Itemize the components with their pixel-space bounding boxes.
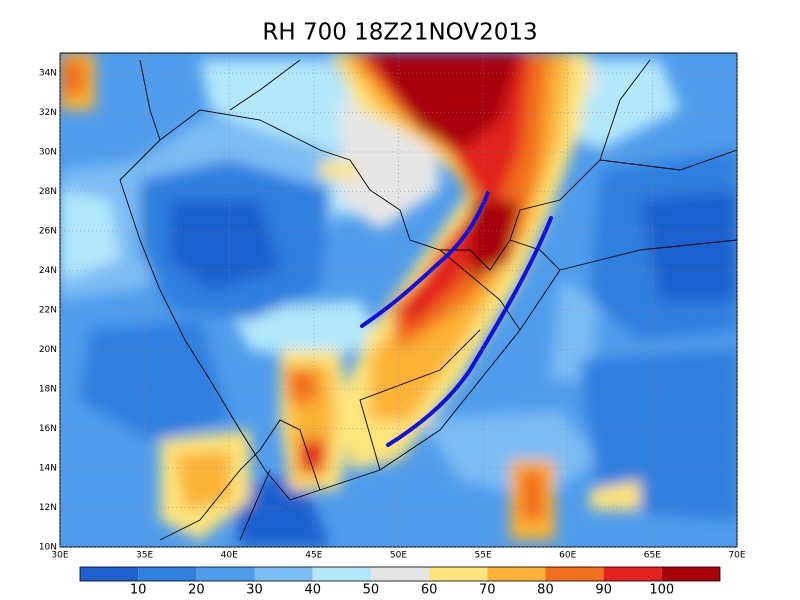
lat-tick-label: 12N bbox=[39, 503, 57, 513]
colorbar-segment bbox=[312, 567, 371, 581]
colorbar-label: 80 bbox=[537, 583, 554, 598]
colorbar-segment bbox=[254, 567, 313, 581]
lat-tick-label: 32N bbox=[39, 108, 57, 118]
lon-tick-label: 60E bbox=[559, 551, 576, 561]
lon-tick-label: 50E bbox=[390, 551, 407, 561]
lon-tick-label: 70E bbox=[728, 551, 745, 561]
lat-tick-label: 22N bbox=[39, 306, 57, 316]
lat-tick-label: 10N bbox=[39, 543, 57, 553]
colorbar-segment bbox=[370, 567, 430, 581]
colorbar-label: 10 bbox=[130, 583, 147, 598]
colorbar-segment bbox=[603, 567, 662, 581]
colorbar-label: 100 bbox=[649, 583, 674, 598]
colorbar-frame bbox=[79, 566, 721, 582]
lon-tick-label: 40E bbox=[221, 551, 238, 561]
lon-tick-label: 55E bbox=[475, 551, 492, 561]
colorbar-segment bbox=[661, 567, 720, 581]
colorbar-label: 90 bbox=[595, 583, 612, 598]
colorbar-segment bbox=[545, 567, 604, 581]
lat-tick-label: 16N bbox=[39, 424, 57, 434]
title: RH 700 18Z21NOV2013 bbox=[262, 20, 537, 46]
colorbar-segment bbox=[429, 567, 488, 581]
lat-tick-label: 28N bbox=[39, 187, 57, 197]
lat-tick-label: 20N bbox=[39, 345, 57, 355]
lat-tick-label: 24N bbox=[39, 266, 57, 276]
lon-tick-label: 45E bbox=[305, 551, 322, 561]
lon-tick-label: 35E bbox=[136, 551, 153, 561]
colorbar-segment bbox=[487, 567, 546, 581]
colorbar-label: 60 bbox=[421, 583, 438, 598]
rh-field bbox=[60, 53, 737, 547]
lat-tick-label: 30N bbox=[39, 148, 57, 158]
colorbar-label: 30 bbox=[246, 583, 263, 598]
lat-tick-label: 34N bbox=[39, 69, 57, 79]
lat-tick-label: 26N bbox=[39, 227, 57, 237]
colorbar-label: 40 bbox=[304, 583, 321, 598]
lon-tick-label: 65E bbox=[644, 551, 661, 561]
lat-tick-label: 14N bbox=[39, 464, 57, 474]
colorbar-segment bbox=[80, 567, 139, 581]
colorbar-segment bbox=[138, 567, 197, 581]
colorbar-label: 50 bbox=[363, 583, 380, 598]
colorbar-segment bbox=[196, 567, 255, 581]
colorbar-label: 70 bbox=[479, 583, 496, 598]
lon-tick-label: 30E bbox=[51, 551, 68, 561]
colorbar-label: 20 bbox=[188, 583, 205, 598]
lat-tick-label: 18N bbox=[39, 385, 57, 395]
